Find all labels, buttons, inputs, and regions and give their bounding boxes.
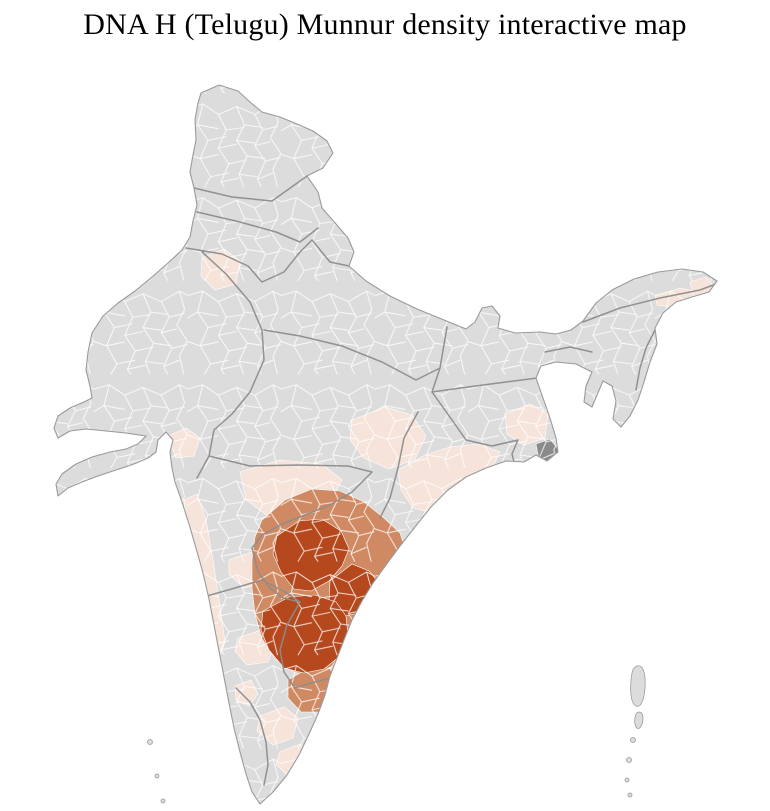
nicobar-island-dot[interactable]	[626, 757, 632, 763]
lakshadweep-island-dot[interactable]	[160, 798, 166, 804]
lakshadweep-islands[interactable]	[147, 739, 166, 804]
nicobar-island-dot[interactable]	[627, 792, 633, 798]
nicobar-island-dot[interactable]	[630, 737, 636, 743]
page-title: DNA H (Telugu) Munnur density interactiv…	[83, 8, 687, 41]
lakshadweep-island-dot[interactable]	[154, 773, 160, 779]
district-borders-texture	[54, 85, 717, 804]
district-mosaic-overlay	[54, 85, 717, 804]
andaman-nicobar-islands[interactable]	[624, 665, 646, 798]
lakshadweep-island-dot[interactable]	[147, 739, 153, 745]
nicobar-island-dot[interactable]	[624, 777, 630, 783]
andaman-island-main[interactable]	[630, 665, 646, 707]
andaman-island-south[interactable]	[634, 711, 644, 729]
